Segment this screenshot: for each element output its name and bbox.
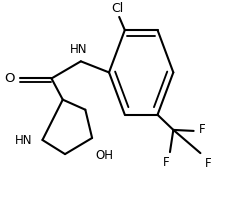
Text: Cl: Cl — [110, 2, 123, 15]
Text: F: F — [198, 123, 204, 136]
Text: F: F — [163, 156, 169, 169]
Text: F: F — [204, 157, 211, 170]
Text: HN: HN — [15, 135, 32, 147]
Text: HN: HN — [70, 43, 87, 56]
Text: O: O — [4, 72, 14, 85]
Text: OH: OH — [95, 149, 113, 162]
